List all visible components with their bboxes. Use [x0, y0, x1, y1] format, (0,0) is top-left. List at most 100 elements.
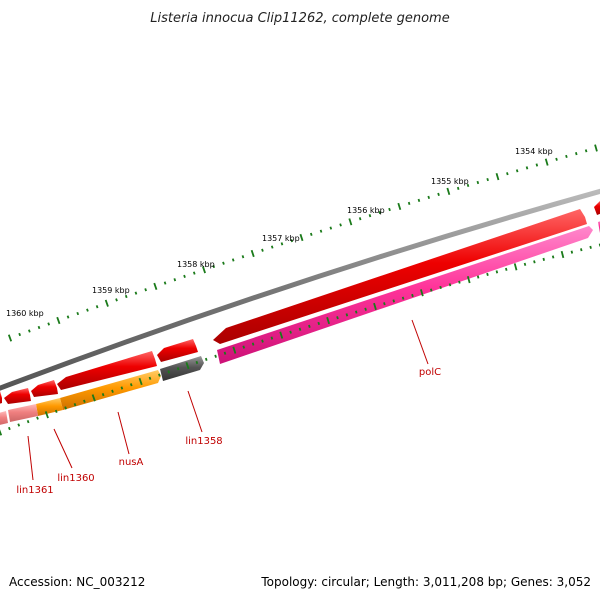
gene-arrow[interactable] — [213, 209, 587, 344]
major-tick — [560, 250, 565, 259]
minor-tick — [261, 248, 264, 252]
major-tick — [44, 411, 49, 419]
major-tick — [138, 377, 143, 386]
major-tick — [91, 394, 96, 402]
map-title: Listeria innocua Clip11262, complete gen… — [150, 11, 449, 26]
leader-lin1361 — [27, 435, 34, 481]
minor-tick — [427, 195, 431, 199]
minor-tick — [506, 172, 509, 176]
genome-backbone — [0, 188, 600, 391]
major-tick — [373, 302, 377, 311]
minor-tick — [329, 226, 333, 230]
minor-tick — [542, 257, 545, 261]
minor-tick — [575, 152, 578, 156]
major-tick — [348, 218, 353, 226]
major-tick — [594, 144, 598, 152]
major-tick — [466, 275, 471, 284]
gene-arrow[interactable] — [0, 391, 2, 405]
minor-tick — [430, 288, 433, 292]
gene-label-polC[interactable]: polC — [419, 367, 441, 378]
gene-nusA[interactable] — [60, 370, 161, 410]
minor-tick — [134, 291, 138, 295]
minor-tick — [476, 275, 480, 279]
minor-tick — [280, 242, 284, 246]
minor-tick — [158, 373, 161, 377]
gene-lin1360[interactable] — [36, 398, 63, 416]
minor-tick — [242, 345, 246, 349]
minor-tick — [148, 376, 152, 380]
minor-tick — [565, 154, 568, 159]
major-tick — [153, 282, 158, 290]
minor-tick — [241, 255, 245, 259]
minor-tick — [111, 389, 114, 393]
gene-lin1358[interactable] — [160, 356, 204, 381]
minor-tick — [505, 267, 508, 271]
major-tick — [104, 299, 109, 307]
minor-tick — [319, 229, 323, 233]
minor-tick — [115, 298, 118, 302]
minor-tick — [120, 386, 124, 390]
minor-tick — [26, 419, 30, 424]
kbp-label-1358: 1358 kbp — [177, 260, 215, 269]
minor-tick — [570, 250, 574, 254]
minor-tick — [525, 166, 529, 170]
gene-arrow[interactable] — [31, 380, 58, 397]
kbp-label-1357: 1357 kbp — [262, 234, 300, 243]
gene-lin1361[interactable] — [8, 404, 38, 422]
kbp-label-1355: 1355 kbp — [431, 177, 469, 186]
gene-label-lin1360[interactable]: lin1360 — [57, 473, 94, 484]
minor-tick — [289, 330, 292, 334]
minor-tick — [448, 283, 452, 287]
outer-ruler — [7, 144, 598, 342]
major-tick — [397, 202, 402, 211]
minor-tick — [173, 278, 177, 282]
major-tick — [544, 158, 549, 166]
gene-arrow[interactable] — [594, 200, 600, 215]
minor-tick — [392, 299, 396, 303]
major-tick — [326, 316, 331, 325]
major-tick — [250, 249, 255, 258]
minor-tick — [358, 217, 362, 221]
minor-tick — [535, 163, 539, 167]
kbp-label-1354: 1354 kbp — [515, 147, 553, 156]
gene-arrow[interactable] — [4, 388, 31, 404]
leader-nusA — [117, 411, 130, 455]
minor-tick — [354, 310, 358, 314]
kbp-labels: 1354 kbp 1355 kbp 1356 kbp 1357 kbp 1358… — [6, 147, 553, 318]
gene-arrow[interactable] — [57, 351, 157, 390]
minor-tick — [129, 383, 133, 387]
minor-tick — [101, 392, 105, 397]
gene-label-nusA[interactable]: nusA — [119, 457, 144, 468]
gene-arrow[interactable] — [157, 339, 198, 362]
minor-tick — [83, 399, 86, 403]
major-tick — [7, 334, 13, 342]
minor-tick — [345, 313, 349, 317]
minor-tick — [251, 342, 255, 346]
minor-tick — [64, 406, 67, 410]
major-tick — [202, 266, 206, 274]
minor-tick — [388, 207, 391, 212]
gene-arrow[interactable] — [0, 411, 8, 426]
leader-lin1360 — [53, 428, 73, 469]
gene-polC[interactable] — [217, 226, 593, 364]
major-tick — [185, 362, 190, 370]
major-tick — [0, 429, 3, 436]
minor-tick — [437, 192, 440, 196]
minor-tick — [54, 409, 58, 413]
minor-tick — [214, 354, 217, 358]
minor-tick — [144, 288, 147, 292]
accession-text: Accession: NC_003212 — [9, 575, 145, 589]
minor-tick — [417, 198, 421, 202]
minor-tick — [66, 315, 70, 319]
minor-tick — [167, 370, 171, 374]
minor-tick — [339, 223, 342, 227]
minor-tick — [212, 264, 216, 269]
minor-tick — [589, 245, 592, 249]
gene-label-lin1361[interactable]: lin1361 — [16, 485, 53, 496]
gene-label-lin1358[interactable]: lin1358 — [185, 436, 222, 447]
minor-tick — [18, 332, 21, 337]
minor-tick — [476, 180, 480, 185]
minor-tick — [309, 232, 313, 236]
minor-tick — [383, 302, 386, 306]
